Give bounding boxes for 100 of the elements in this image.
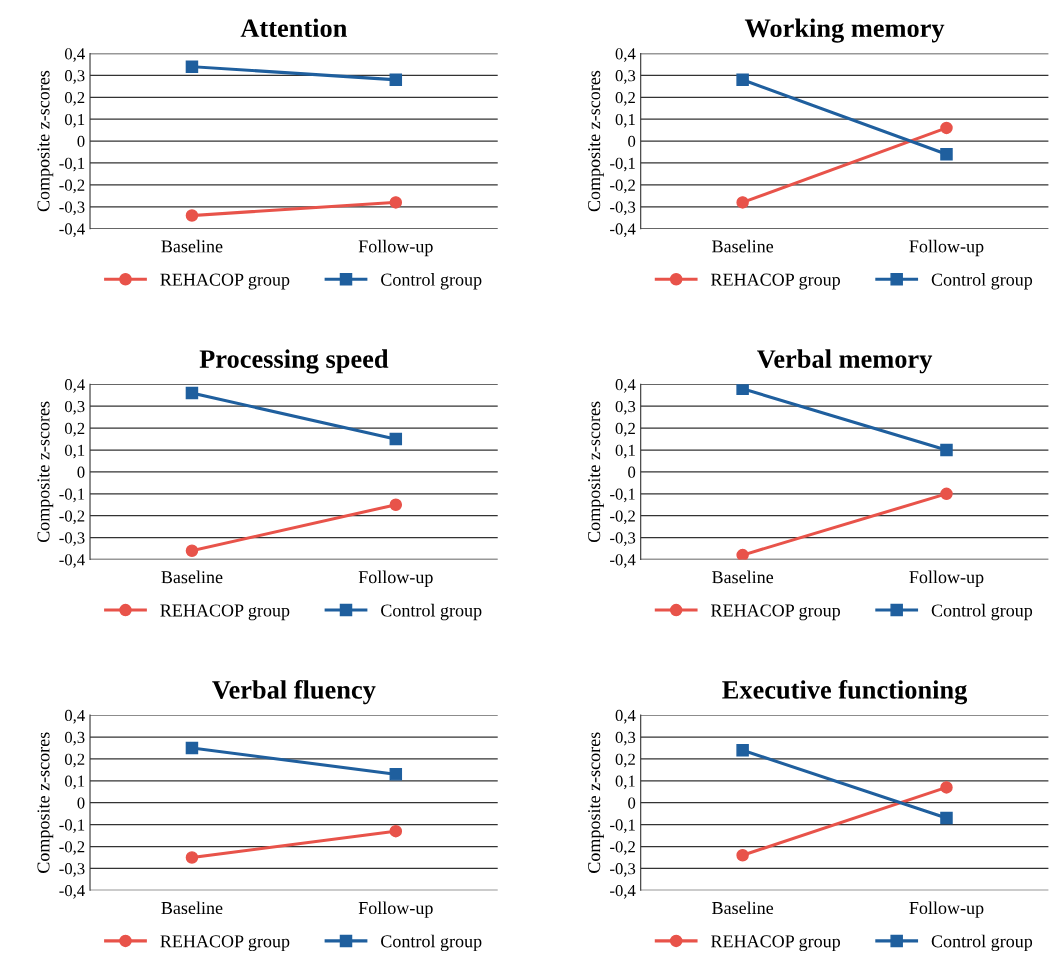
y-tick-label: 0,3: [615, 70, 636, 84]
y-tick-label: -0,1: [610, 819, 635, 833]
y-tick-label: -0,3: [610, 201, 636, 216]
y-tick-label: 0,2: [615, 422, 635, 437]
point: [185, 386, 199, 400]
chart-title: Executive functioning: [722, 679, 968, 705]
point: [940, 121, 953, 135]
y-tick-label: 0: [628, 466, 636, 478]
point: [185, 851, 199, 864]
y-tick-label: -0,4: [610, 884, 636, 899]
y-tick-label: 0,1: [64, 444, 85, 459]
chart-title: Working memory: [744, 18, 945, 43]
y-tick-label: 0,1: [615, 775, 635, 790]
y-tick-label: -0,1: [59, 488, 85, 503]
y-tick-label: -0,1: [610, 157, 635, 172]
y-tick-label: -0,1: [610, 488, 635, 503]
point: [940, 443, 953, 457]
legend-label: REHACOP group: [160, 935, 290, 952]
y-tick-label: 0,1: [64, 113, 85, 128]
point: [389, 196, 403, 209]
y-tick-label: -0,4: [59, 884, 85, 899]
chart-title: Verbal memory: [757, 349, 933, 374]
legend-label: REHACOP group: [710, 604, 841, 621]
y-axis-title: Composite z-scores: [37, 70, 54, 212]
x-tick-label: Baseline: [712, 570, 774, 584]
legend-label: Control group: [381, 273, 482, 290]
point: [940, 147, 953, 161]
y-tick-label: 0,3: [64, 70, 85, 84]
point: [389, 432, 403, 446]
y-tick-label: 0,3: [64, 400, 85, 415]
point: [736, 743, 749, 757]
y-tick-label: -0,2: [610, 841, 635, 855]
x-tick-label: Baseline: [161, 239, 223, 253]
legend-label: Control group: [931, 273, 1033, 290]
y-tick-label: -0,3: [59, 863, 85, 877]
y-tick-label: -0,2: [610, 179, 635, 194]
y-tick-label: 0,3: [615, 400, 636, 415]
point: [736, 73, 749, 87]
x-tick-label: Follow-up: [358, 901, 433, 918]
legend-label: REHACOP group: [160, 273, 290, 290]
y-tick-label: 0,3: [615, 731, 636, 746]
y-tick-label: -0,2: [610, 510, 635, 525]
y-tick-label: -0,1: [59, 157, 85, 172]
point: [185, 209, 199, 222]
y-tick-label: 0,1: [615, 113, 635, 128]
y-tick-label: 0,4: [615, 379, 636, 393]
y-tick-label: 0,1: [615, 444, 635, 459]
point: [736, 849, 749, 862]
y-tick-label: -0,2: [59, 179, 85, 194]
y-axis-title: Composite z-scores: [37, 401, 54, 543]
y-tick-label: 0: [77, 135, 85, 148]
point: [185, 741, 199, 755]
y-tick-label: 0,1: [64, 775, 85, 790]
y-tick-label: 0,2: [615, 753, 635, 768]
y-tick-label: -0,4: [59, 223, 85, 237]
y-tick-label: 0,2: [64, 753, 85, 768]
y-tick-label: 0,2: [64, 422, 85, 437]
y-tick-label: 0: [77, 466, 85, 478]
point: [185, 544, 199, 557]
legend-label: REHACOP group: [160, 604, 290, 621]
x-tick-label: Follow-up: [909, 901, 984, 918]
y-tick-label: 0: [628, 797, 636, 809]
x-tick-label: Baseline: [161, 901, 223, 915]
y-tick-label: -0,3: [610, 532, 636, 546]
point: [940, 487, 953, 501]
point: [389, 824, 403, 838]
point: [736, 548, 749, 560]
point: [185, 60, 199, 73]
legend-label: REHACOP group: [710, 273, 841, 290]
y-tick-label: -0,3: [59, 201, 85, 216]
x-tick-label: Follow-up: [909, 570, 984, 587]
x-tick-label: Baseline: [161, 570, 223, 584]
y-tick-label: 0: [628, 135, 636, 148]
legend-label: Control group: [931, 603, 1033, 621]
y-tick-label: 0,2: [64, 92, 85, 106]
x-tick-label: Follow-up: [909, 239, 984, 257]
x-tick-label: Follow-up: [358, 570, 433, 587]
chart-title: Processing speed: [199, 349, 389, 374]
y-tick-label: -0,4: [59, 554, 85, 568]
point: [736, 384, 749, 395]
point: [736, 196, 749, 209]
x-tick-label: Follow-up: [358, 239, 433, 257]
y-tick-label: 0,4: [64, 379, 85, 393]
y-tick-label: 0,4: [615, 48, 636, 62]
y-tick-label: -0,3: [610, 863, 636, 877]
legend-label: REHACOP group: [710, 935, 841, 952]
y-tick-label: 0,2: [615, 92, 635, 106]
y-tick-label: -0,2: [59, 841, 85, 855]
chart-title: Attention: [240, 18, 347, 38]
legend-label: Control group: [381, 934, 482, 952]
point: [389, 498, 403, 511]
x-tick-label: Baseline: [712, 239, 774, 253]
point: [389, 768, 403, 781]
y-tick-label: -0,4: [610, 554, 636, 568]
y-tick-label: 0,4: [615, 709, 636, 724]
y-axis-title: Composite z-scores: [588, 70, 604, 212]
point: [940, 811, 953, 825]
legend-label: Control group: [931, 934, 1033, 952]
y-axis-title: Composite z-scores: [588, 401, 604, 543]
y-axis-title: Composite z-scores: [588, 732, 604, 873]
